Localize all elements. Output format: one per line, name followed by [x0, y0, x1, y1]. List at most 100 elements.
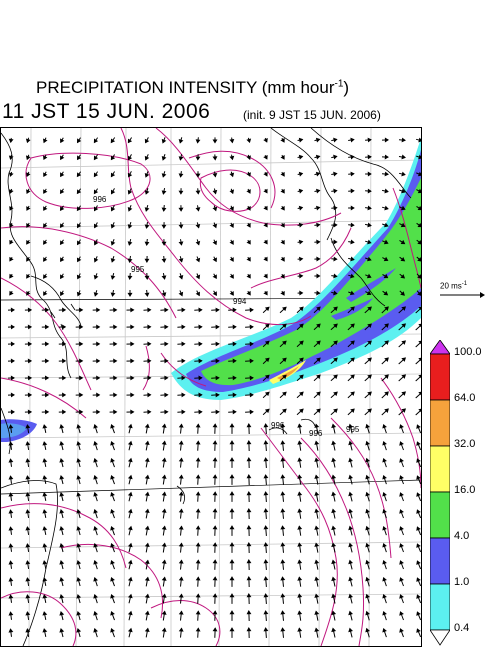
wind-vector-head: [263, 525, 269, 530]
wind-vector-head: [195, 525, 201, 530]
wind-vector-head: [147, 358, 152, 364]
wind-vector-head: [181, 392, 186, 398]
wind-vector-head: [280, 576, 286, 581]
wind-vector-head: [299, 306, 304, 312]
wind-vector-head: [164, 392, 169, 398]
wind-vector-head: [314, 559, 320, 564]
wind-vector-head: [113, 409, 118, 415]
wind-vector-head: [127, 241, 133, 246]
wind-vector-head: [161, 440, 167, 445]
wind-vector-head: [297, 559, 303, 564]
wind-vector-head: [147, 307, 152, 313]
wind-vector-head: [178, 525, 184, 530]
wind-vector-head: [76, 611, 82, 616]
wind-vector-field: [7, 137, 421, 639]
wind-vector-head: [367, 154, 372, 160]
wind-vector-head: [263, 423, 269, 428]
wind-vector-head: [8, 458, 14, 463]
wind-vector-head: [27, 358, 33, 364]
wind-vector-head: [212, 206, 218, 212]
wind-vector-head: [229, 240, 234, 245]
wind-vector-head: [59, 492, 65, 497]
wind-vector-head: [365, 525, 370, 531]
wind-vector-head: [280, 508, 286, 513]
wind-vector-head: [212, 508, 218, 513]
wind-vector-head: [110, 594, 115, 599]
wind-vector-head: [348, 542, 353, 548]
wind-vector-head: [26, 257, 31, 262]
wind-vector-head: [93, 559, 98, 565]
wind-vector-head: [127, 423, 133, 429]
wind-vector-head: [280, 610, 286, 615]
wind-vector-head: [350, 306, 355, 312]
wind-vector-head: [144, 173, 150, 178]
wind-vector-head: [264, 340, 270, 346]
wind-vector-head: [25, 458, 31, 463]
wind-vector-head: [147, 375, 152, 381]
wind-vector-head: [59, 424, 65, 429]
wind-vector-head: [229, 257, 234, 262]
wind-vector-head: [128, 155, 133, 161]
wind-vector-head: [399, 475, 404, 480]
wind-vector-head: [316, 205, 321, 211]
wind-vector-head: [43, 172, 48, 178]
wind-vector-head: [96, 375, 101, 381]
wind-vector-head: [246, 256, 251, 262]
wind-vector-head: [110, 458, 115, 463]
wind-vector-head: [10, 341, 15, 347]
wind-vector-head: [246, 491, 252, 496]
wind-vector-head: [280, 222, 285, 228]
wind-vector-head: [26, 206, 31, 211]
wind-vector-head: [282, 340, 287, 346]
wind-vector-head: [79, 409, 84, 415]
wind-vector-head: [25, 492, 31, 497]
wind-vector-head: [44, 409, 50, 415]
wind-vector-head: [25, 560, 31, 565]
wind-vector-head: [110, 628, 115, 633]
wind-vector-head: [280, 627, 286, 632]
wind-vector-head: [299, 391, 304, 397]
wind-vector-head: [212, 440, 218, 445]
wind-vector-head: [10, 409, 15, 415]
wind-vector-head: [8, 441, 14, 446]
wind-vector-head: [9, 256, 14, 262]
wind-vector-head: [59, 526, 65, 531]
wind-vector-head: [350, 323, 355, 329]
wind-vector-head: [229, 223, 234, 228]
wind-vector-head: [42, 424, 48, 429]
colorbar-box: [430, 445, 450, 493]
wind-vector-head: [350, 205, 355, 211]
wind-vector-head: [297, 508, 303, 513]
wind-vector-head: [297, 627, 303, 632]
wind-vector-head: [331, 491, 337, 497]
wind-vector-head: [350, 391, 355, 397]
wind-vector-head: [161, 525, 167, 530]
wind-vector-head: [42, 138, 48, 144]
wind-vector-head: [181, 375, 186, 381]
init-time: (init. 9 JST 15 JUN. 2006): [243, 108, 381, 122]
wind-vector-head: [399, 577, 404, 582]
wind-vector-head: [76, 560, 82, 565]
wind-vector-head: [181, 324, 186, 330]
wind-vector-head: [178, 258, 184, 263]
wind-vector-head: [367, 171, 372, 177]
wind-vector-head: [42, 543, 48, 548]
wind-vector-head: [195, 274, 201, 280]
wind-vector-head: [93, 542, 98, 548]
wind-vector-head: [367, 239, 372, 245]
wind-vector-head: [62, 307, 67, 313]
wind-vector-head: [229, 627, 235, 632]
wind-vector-head: [316, 239, 321, 245]
wind-vector-head: [280, 440, 286, 445]
wind-vector: [415, 358, 421, 365]
wind-vector-head: [76, 274, 82, 280]
wind-vector-head: [280, 559, 286, 564]
colorbar-label: 1.0: [454, 576, 470, 588]
wind-vector-head: [399, 492, 404, 497]
wind-vector-head: [42, 577, 48, 582]
wind-vector-head: [212, 474, 218, 479]
wind-vector-head: [42, 560, 48, 565]
wind-vector-head: [110, 492, 115, 497]
wind-vector-head: [93, 155, 99, 161]
wind-vector-head: [10, 324, 15, 330]
